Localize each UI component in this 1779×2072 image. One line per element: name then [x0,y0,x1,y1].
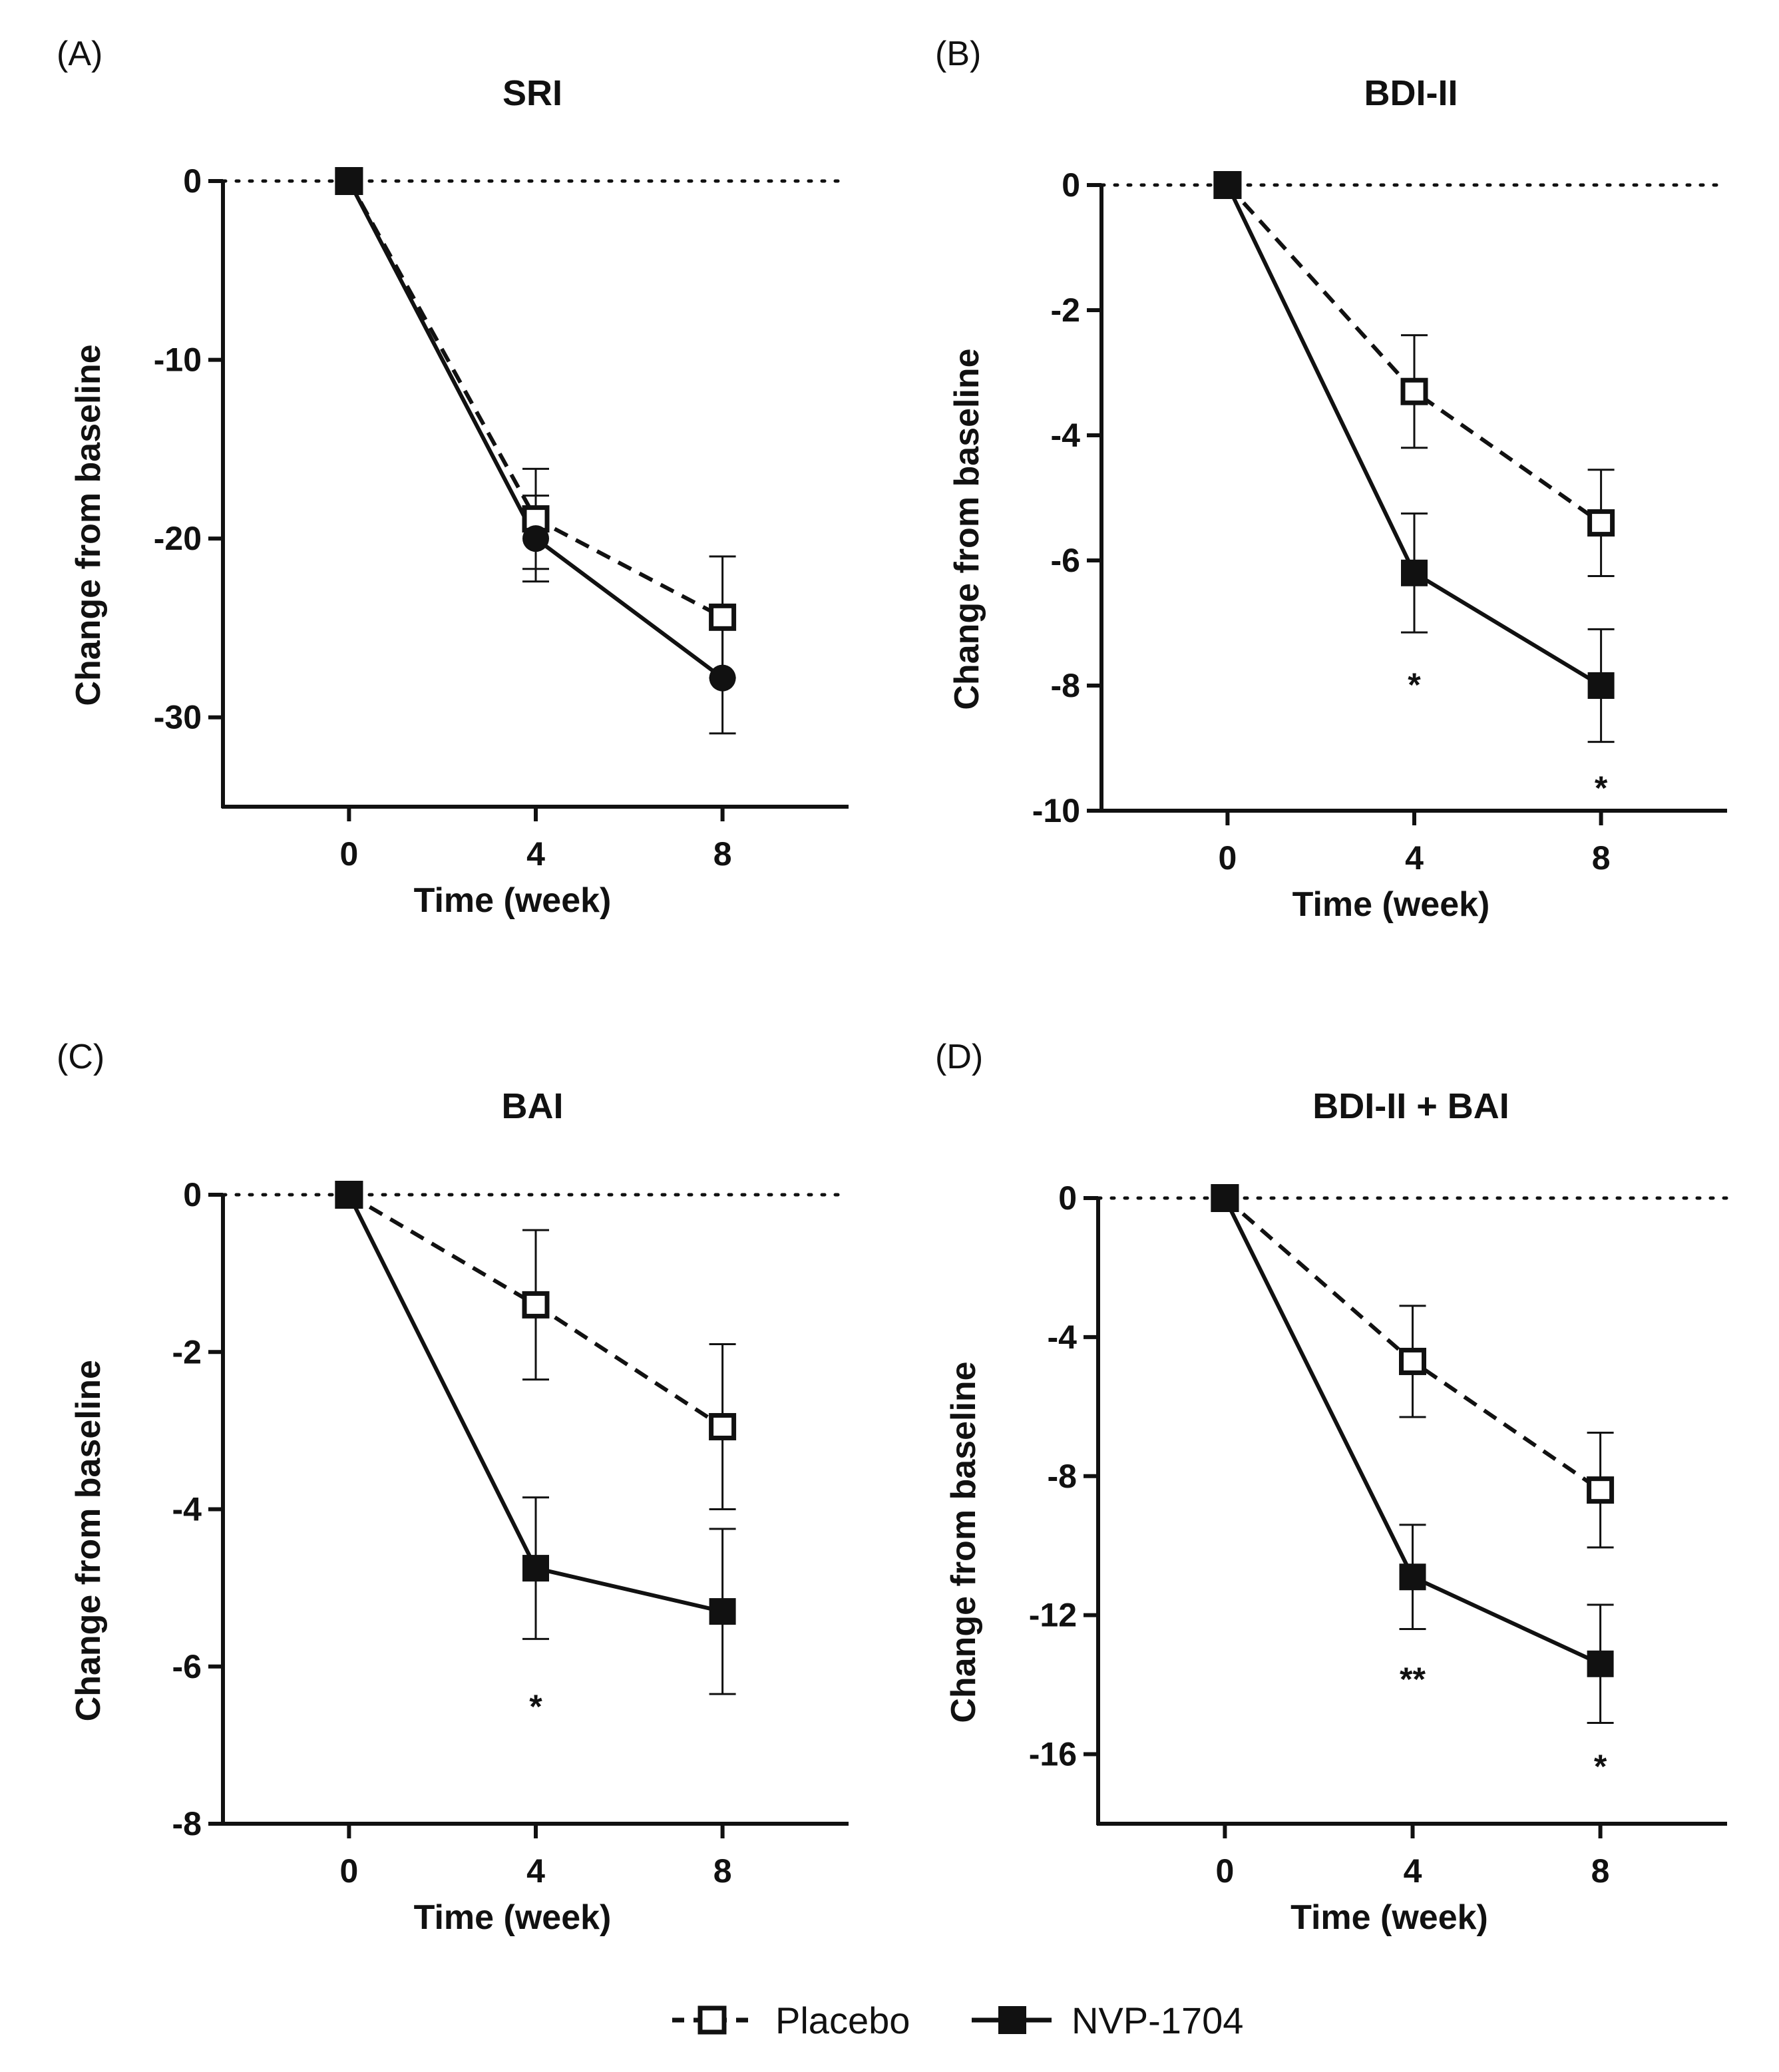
panel-label: (A) [57,35,102,73]
data-point [335,167,363,195]
y-tick-label: -12 [1029,1597,1077,1634]
x-tick-label: 8 [1592,839,1611,877]
panel-title: BAI [502,1086,564,1126]
x-tick-label: 4 [526,835,545,873]
series-nvp-1704 [1223,1197,1614,1725]
y-tick-label: -2 [172,1333,202,1370]
chart-panel-1: (A) SRI 0 -10 -20 -30 0 4 8 Time (week) Change fro… [57,35,851,920]
y-tick-label: -8 [1051,667,1080,704]
y-tick-label: -2 [1051,292,1080,329]
x-tick-label: 8 [1591,1852,1610,1890]
panel-title: BDI-II + BAI [1312,1086,1509,1126]
x-tick-label: 4 [1404,1852,1422,1890]
data-point [1399,1347,1426,1375]
y-tick-label: -16 [1029,1736,1077,1773]
x-tick-label: 0 [339,835,358,873]
legend-marker [697,2005,727,2035]
y-tick-label: -8 [1048,1458,1077,1495]
panel-title: SRI [502,73,562,113]
chart-panel-4: (D) BDI-II + BAI 0 -4 -8 -12 -16 0 4 8 Time (week)… [935,1038,1729,1937]
y-tick-label: -6 [172,1648,202,1685]
y-tick-label: -4 [1051,417,1081,454]
x-tick-label: 8 [713,1852,732,1890]
data-point [709,1412,737,1440]
legend-label: NVP-1704 [1072,1999,1243,2041]
x-axis-title: Time (week) [1292,885,1490,924]
panel-title: BDI-II [1364,73,1458,113]
y-axis-title: Change from baseline [944,1361,983,1723]
data-point [1211,1184,1239,1212]
significance-mark: ** [1400,1661,1426,1698]
y-tick-label: -10 [154,341,202,379]
data-point [1399,1563,1426,1591]
significance-mark: * [529,1688,542,1725]
x-axis-title: Time (week) [414,1898,612,1937]
panel-label: (D) [935,1038,983,1076]
data-point [1401,559,1428,586]
y-axis-title: Change from baseline [69,344,108,706]
legend: Placebo NVP-1704 [672,1999,1243,2041]
data-point [1587,1476,1615,1504]
data-point [1587,672,1615,699]
significance-mark: * [1408,666,1421,704]
y-tick-label: 0 [183,162,202,200]
x-axis-title: Time (week) [1290,1898,1488,1937]
chart-panel-2: (B) BDI-II 0 -2 -4 -6 -8 -10 0 4 8 Time (week) Chang… [935,35,1729,924]
x-tick-label: 4 [1405,839,1424,877]
y-axis-title: Change from baseline [948,348,986,710]
series-nvp-1704 [1225,184,1615,743]
series-line [347,180,724,680]
data-point [522,1555,549,1582]
y-tick-label: -4 [1048,1319,1078,1356]
series-nvp-1704 [347,1193,736,1695]
series-placebo [347,1193,736,1510]
data-point [1400,377,1428,405]
data-point [522,1291,550,1319]
legend-item-nvp-1704: NVP-1704 [972,1999,1243,2041]
data-point [1213,171,1242,199]
panel-label: (B) [935,35,981,73]
y-tick-label: -10 [1032,792,1080,829]
y-tick-label: -4 [172,1491,202,1528]
chart-panel-3: (C) BAI 0 -2 -4 -6 -8 0 4 8 Time (week) Change from… [57,1038,851,1937]
x-tick-label: 0 [1218,839,1237,877]
y-tick-label: 0 [183,1176,202,1213]
x-tick-label: 4 [526,1852,545,1890]
x-tick-label: 0 [1216,1852,1235,1890]
data-point [335,1181,363,1209]
y-tick-label: -20 [154,520,202,557]
x-tick-label: 8 [713,835,732,873]
y-tick-label: -8 [172,1805,202,1842]
x-tick-label: 0 [339,1852,358,1890]
data-point [709,603,737,631]
significance-mark: * [1595,769,1608,807]
series-nvp-1704 [347,180,736,735]
y-tick-label: 0 [1062,166,1080,204]
x-axis-title: Time (week) [414,881,612,920]
significance-mark: * [1594,1748,1607,1785]
data-point [709,1598,736,1625]
y-axis-title: Change from baseline [69,1360,108,1721]
data-point [522,525,549,552]
y-tick-label: 0 [1058,1179,1077,1217]
y-tick-label: -30 [154,699,202,736]
data-point [709,664,736,692]
series-placebo [347,180,736,680]
y-tick-label: -6 [1051,542,1080,579]
data-point [1587,1650,1614,1677]
legend-marker [998,2006,1026,2034]
legend-label: Placebo [775,1999,910,2041]
panel-label: (C) [57,1038,104,1076]
data-point [1587,509,1615,537]
legend-item-placebo: Placebo [672,1999,910,2041]
